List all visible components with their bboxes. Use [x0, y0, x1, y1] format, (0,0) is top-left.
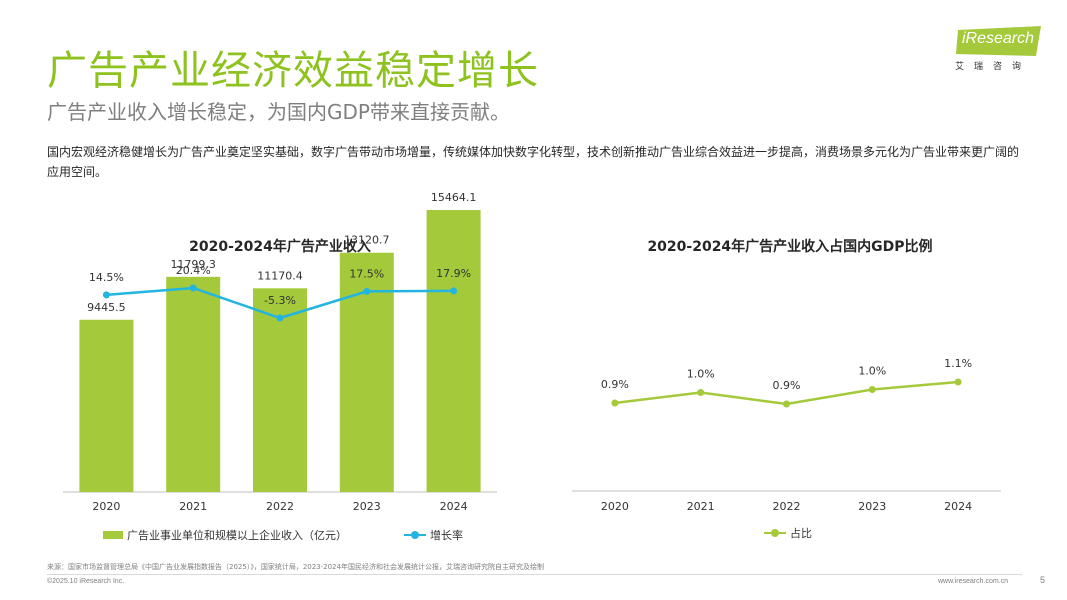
share-point-2020 — [611, 399, 619, 407]
share-point-2024 — [954, 378, 962, 386]
legend-label-revenue: 广告业事业单位和规模以上企业收入（亿元） — [127, 529, 347, 542]
growth-label-2024: 17.9% — [436, 267, 471, 280]
footer-copyright: ©2025.10 iResearch Inc. — [47, 578, 125, 585]
logo-subtext: 艾瑞咨询 — [955, 62, 1032, 72]
legend-line-swatch — [404, 531, 426, 539]
share-point-2021 — [697, 389, 705, 396]
share-point-2023 — [868, 386, 876, 393]
x-tick-2020: 2020 — [92, 500, 120, 513]
share-point-2022 — [783, 400, 790, 408]
share-label-2024: 1.1% — [944, 357, 972, 370]
x2-tick-2022: 2022 — [773, 500, 801, 513]
growth-point-2023 — [363, 287, 371, 295]
legend-item-share: 占比 — [764, 525, 812, 541]
bar-2024 — [426, 210, 481, 493]
x-tick-2024: 2024 — [440, 500, 468, 513]
page-title: 广告产业经济效益稳定增长 — [47, 48, 539, 94]
legend-item-growth: 增长率 — [404, 527, 463, 543]
legend-line-swatch-green — [764, 529, 786, 537]
bar-label-2021: 11799.3 — [170, 258, 216, 271]
growth-point-2020 — [102, 291, 110, 299]
growth-point-2021 — [189, 284, 197, 292]
x-tick-2022: 2022 — [266, 500, 294, 513]
x2-tick-2020: 2020 — [601, 500, 629, 513]
chart2-title: 2020-2024年广告产业收入占国内GDP比例 — [647, 239, 933, 255]
page-subtitle: 广告产业收入增长稳定，为国内GDP带来直接贡献。 — [47, 100, 510, 124]
share-label-2022: 0.9% — [773, 379, 801, 392]
growth-label-2022: -5.3% — [264, 294, 296, 307]
x2-tick-2021: 2021 — [687, 500, 715, 513]
growth-point-2022 — [276, 314, 284, 322]
x2-tick-2023: 2023 — [858, 500, 886, 513]
x2-tick-2024: 2024 — [944, 500, 972, 513]
bar-label-2022: 11170.4 — [257, 269, 303, 282]
growth-point-2024 — [450, 287, 458, 295]
bar-label-2020: 9445.5 — [87, 301, 126, 314]
legend-bar-swatch — [103, 531, 123, 539]
legend-item-revenue: 广告业事业单位和规模以上企业收入（亿元） — [103, 527, 347, 543]
bar-2022 — [253, 288, 307, 492]
x-tick-2023: 2023 — [353, 500, 381, 513]
bar-2020 — [79, 319, 134, 492]
chart1-title: 2020-2024年广告产业收入 — [189, 239, 371, 255]
footer-divider — [47, 574, 1022, 575]
bar-label-2023: 13120.7 — [344, 234, 390, 247]
logo-badge-icon — [956, 26, 1041, 56]
share-label-2023: 1.0% — [858, 365, 886, 378]
footer-url[interactable]: www.iresearch.com.cn — [938, 578, 1009, 585]
growth-label-2020: 14.5% — [89, 271, 124, 284]
logo-text: iResearch — [962, 30, 1035, 47]
legend-label-growth: 增长率 — [430, 529, 463, 542]
legend-label-share: 占比 — [790, 527, 812, 540]
share-label-2020: 0.9% — [601, 378, 629, 391]
share-label-2021: 1.0% — [687, 368, 715, 381]
bar-2021 — [166, 276, 221, 492]
iresearch-logo: iResearch 艾瑞咨询 — [950, 26, 1045, 72]
growth-label-2021: 20.4% — [176, 264, 211, 277]
growth-label-2023: 17.5% — [349, 267, 384, 280]
page-number: 5 — [1040, 575, 1046, 585]
bar-label-2024: 15464.1 — [431, 191, 477, 204]
footer-source: 来源：国家市场监督管理总局《中国广告业发展指数报告（2025）》，国家统计局，2… — [47, 563, 544, 571]
x-tick-2021: 2021 — [179, 500, 207, 513]
body-paragraph: 国内宏观经济稳健增长为广告产业奠定坚实基础，数字广告带动市场增量，传统媒体加快数… — [47, 145, 1020, 179]
